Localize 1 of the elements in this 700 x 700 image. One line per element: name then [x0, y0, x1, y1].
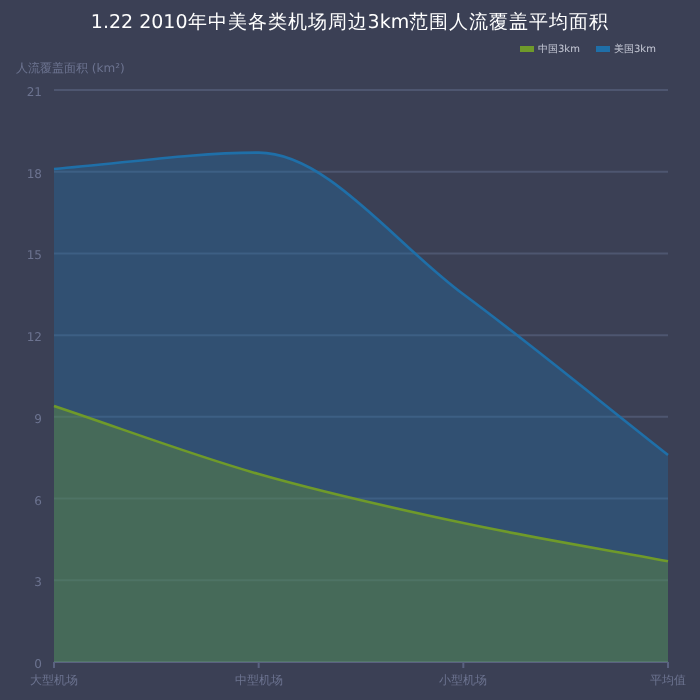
chart-title: 1.22 2010年中美各类机场周边3km范围人流覆盖平均面积	[90, 10, 610, 34]
